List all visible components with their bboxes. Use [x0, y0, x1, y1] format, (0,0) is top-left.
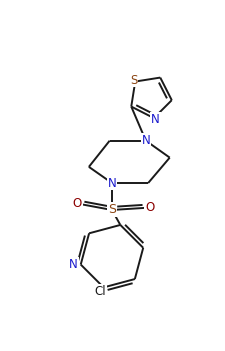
Text: S: S	[129, 73, 137, 86]
Text: N: N	[69, 258, 77, 271]
Text: O: O	[72, 197, 82, 210]
Text: Cl: Cl	[94, 285, 106, 298]
Text: N: N	[107, 177, 116, 190]
Text: N: N	[141, 134, 150, 147]
Text: S: S	[108, 204, 115, 217]
Text: O: O	[144, 201, 154, 214]
Text: N: N	[150, 113, 159, 126]
